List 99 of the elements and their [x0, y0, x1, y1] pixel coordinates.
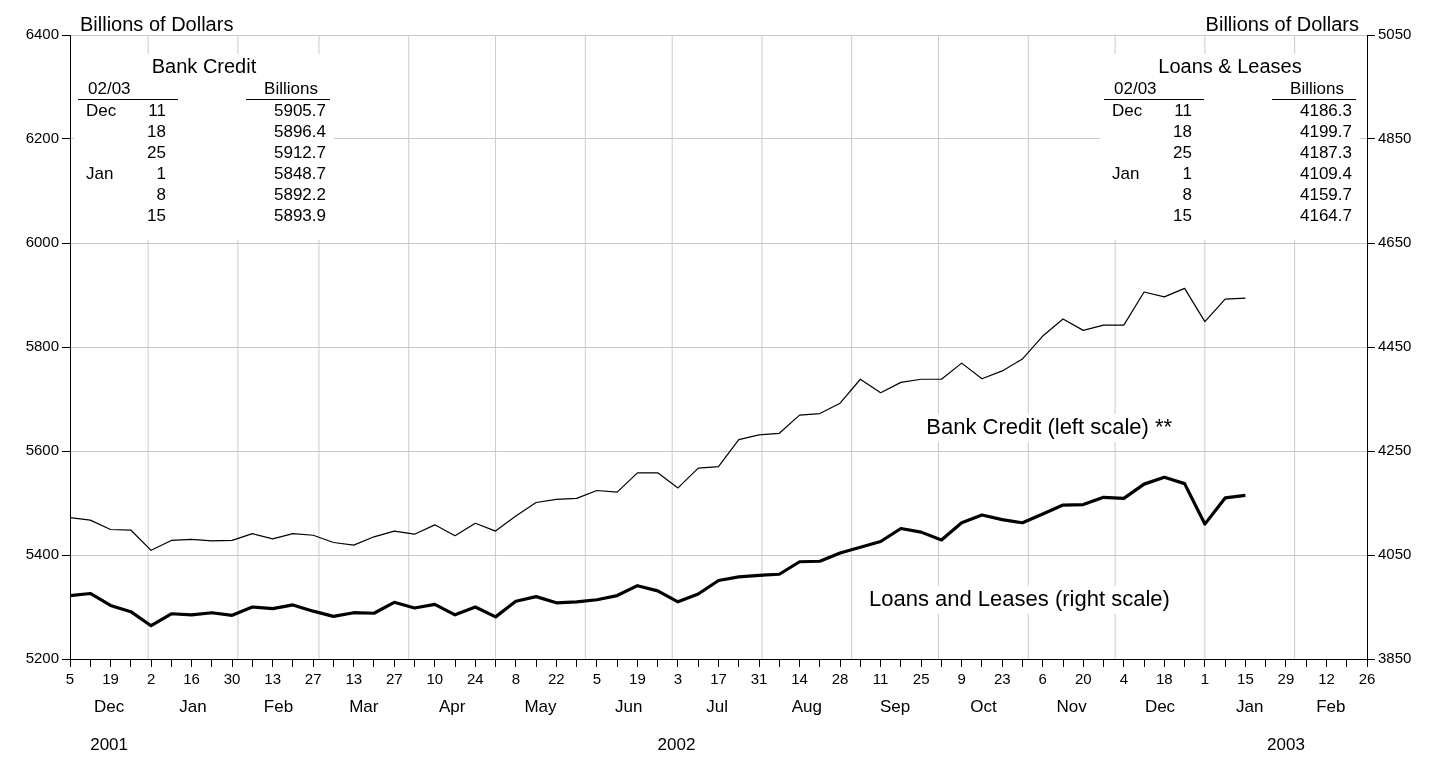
annotation: 25	[1172, 142, 1192, 163]
y2-tick-label: 4850	[1378, 129, 1412, 147]
annotation: 4159.7	[1299, 184, 1353, 205]
text: Aug	[791, 696, 822, 716]
annotation: Bank Credit	[150, 54, 258, 78]
x-tick-label: 6	[1038, 670, 1047, 688]
y2-tick-label: 3850	[1378, 649, 1412, 667]
text: Apr	[438, 696, 466, 716]
annotation: 18	[146, 121, 166, 142]
text: 2003	[1267, 734, 1305, 754]
x-tick-label: 4	[1119, 670, 1128, 688]
annotation: 02/03	[87, 78, 132, 99]
x-tick-label: 8	[511, 670, 521, 688]
text: Feb	[1316, 696, 1346, 716]
text: Oct	[970, 696, 997, 716]
x-tick-label: 13	[264, 670, 281, 688]
x-tick-label: 30	[223, 670, 241, 688]
x-tick-label: 15	[1237, 670, 1254, 688]
text: Jan 1	[1112, 164, 1192, 183]
x-tick-label: 22	[548, 670, 565, 688]
annotation: 4186.3	[1299, 100, 1353, 121]
x-tick-label: 5	[65, 670, 75, 688]
text: Dec	[1144, 696, 1176, 716]
y-tick-label: 6000	[25, 233, 59, 251]
x-tick-label: 29	[1277, 670, 1295, 688]
x-tick-label: 17	[710, 670, 727, 688]
y2-axis-title: Billions of Dollars	[1205, 13, 1359, 35]
annotation: Billions	[1289, 78, 1345, 99]
text: Jan 1	[86, 164, 166, 183]
annotation: 4187.3	[1299, 142, 1353, 163]
x-tick-label: 28	[831, 670, 849, 688]
annotation: 4199.7	[1299, 121, 1353, 142]
series-label: Loans and Leases (right scale)	[868, 585, 1170, 611]
annotation: 18	[1172, 121, 1192, 142]
annotation: 15	[146, 205, 166, 226]
x-tick-label: 2	[146, 670, 156, 688]
annotation: 25	[146, 142, 166, 163]
annotation: 02/03	[1113, 78, 1158, 99]
y-tick-label: 5400	[25, 545, 59, 563]
annotation: 8	[155, 184, 166, 205]
text: 2001	[90, 734, 128, 754]
text: May	[524, 696, 558, 716]
x-tick-label: 27	[385, 670, 403, 688]
x-tick-label: 19	[629, 670, 646, 688]
x-tick-label: 24	[466, 670, 484, 688]
text: Feb	[263, 696, 294, 716]
y2-tick-label: 4250	[1378, 441, 1412, 459]
text: Dec 11	[1112, 101, 1192, 120]
text: Jun	[615, 696, 643, 716]
text: Mar	[349, 696, 379, 716]
x-tick-label: 25	[912, 670, 930, 688]
x-tick-label: 27	[304, 670, 322, 688]
x-tick-label: 3	[673, 670, 683, 688]
annotation: 5905.7	[273, 100, 327, 121]
x-tick-label: 9	[957, 670, 966, 688]
y-tick-label: 5800	[25, 337, 59, 355]
y-axis-title: Billions of Dollars	[80, 13, 234, 35]
x-tick-label: 10	[426, 670, 444, 688]
text: Sep	[879, 696, 911, 716]
y-tick-label: 5200	[25, 649, 59, 667]
text: Jan	[179, 696, 207, 716]
x-tick-label: 19	[102, 670, 119, 688]
annotation: Billions	[263, 78, 319, 99]
annotation: 4164.7	[1299, 205, 1353, 226]
x-tick-label: 31	[750, 670, 768, 688]
y2-tick-label: 5050	[1378, 25, 1412, 43]
x-tick-label: 20	[1074, 670, 1092, 688]
text: Jul	[706, 696, 728, 716]
x-tick-label: 1	[1200, 670, 1210, 688]
text: Jan	[1236, 696, 1264, 716]
annotation: 8	[1181, 184, 1192, 205]
x-tick-label: 13	[345, 670, 363, 688]
text: 2002	[657, 734, 696, 754]
y2-tick-label: 4050	[1378, 545, 1412, 563]
x-tick-label: 18	[1156, 670, 1173, 688]
text: Dec	[93, 696, 125, 716]
annotation: 5893.9	[273, 205, 327, 226]
x-tick-label: 26	[1358, 670, 1376, 688]
y-tick-label: 6400	[25, 25, 59, 43]
y2-tick-label: 4650	[1378, 233, 1412, 251]
x-tick-label: 14	[791, 670, 808, 688]
series-label: Bank Credit (left scale) **	[926, 414, 1173, 440]
annotation: Loans & Leases	[1157, 54, 1303, 78]
y2-tick-label: 4450	[1378, 337, 1412, 355]
x-tick-label: 5	[592, 670, 602, 688]
annotation: 15	[1172, 205, 1192, 226]
y-tick-label: 5600	[25, 441, 59, 459]
annotation: 5848.7	[273, 163, 327, 184]
annotation: 5912.7	[273, 142, 327, 163]
x-tick-label: 11	[872, 670, 889, 688]
text: Nov	[1056, 696, 1088, 716]
annotation: 4109.4	[1299, 163, 1353, 184]
x-tick-label: 12	[1318, 670, 1335, 688]
x-tick-label: 16	[183, 670, 200, 688]
y-tick-label: 6200	[25, 129, 59, 147]
x-tick-label: 23	[993, 670, 1011, 688]
text: Dec 11	[86, 101, 166, 120]
annotation: 5896.4	[273, 121, 327, 142]
annotation: 5892.2	[273, 184, 327, 205]
